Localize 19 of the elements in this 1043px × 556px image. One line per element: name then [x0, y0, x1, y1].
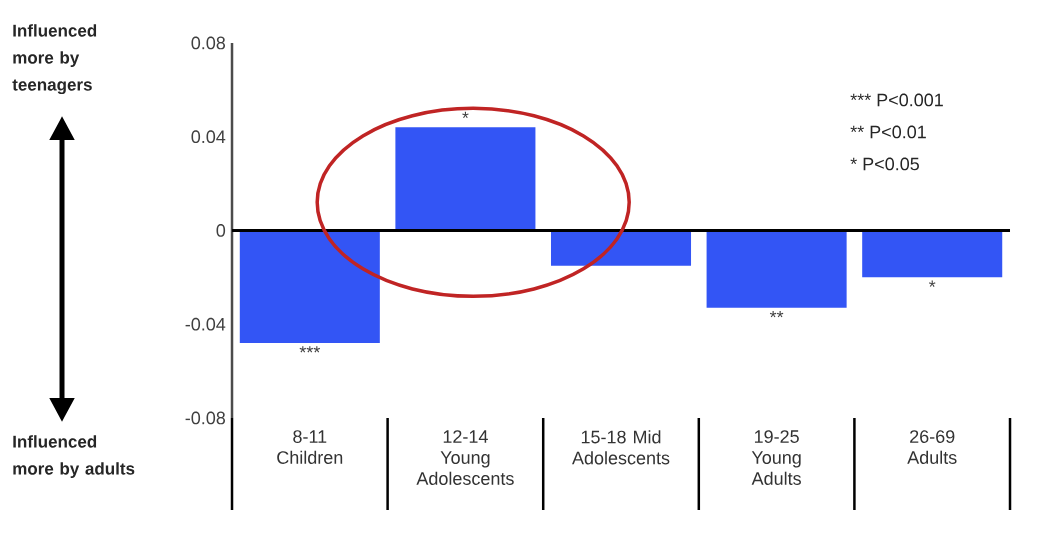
annotation: ** P<0.01 — [850, 125, 926, 139]
text: Influenced more by adults — [13, 435, 135, 479]
x-tick-label: 19-25 Young Adults — [751, 430, 801, 485]
annotation: *** — [299, 346, 321, 353]
y-tick-label: 0.04 — [191, 130, 226, 144]
x-tick-label: 26-69 Adults — [907, 430, 957, 464]
annotation: * — [929, 280, 936, 287]
y-tick-label: -0.04 — [185, 317, 226, 331]
x-tick-label: 8-11 Children — [277, 430, 343, 464]
x-tick-label: 12-14 Young Adolescents — [416, 430, 514, 485]
y-tick-label: -0.08 — [185, 411, 226, 425]
annotation: *** P<0.001 — [850, 93, 943, 107]
annotation: ** — [769, 311, 784, 318]
annotation: * P<0.05 — [850, 157, 919, 171]
text: Influenced more by teenagers — [12, 24, 97, 95]
y-tick-label: 0 — [216, 224, 226, 237]
x-tick-label: 15-18 Mid Adolescents — [572, 430, 670, 465]
annotation: * — [462, 111, 469, 119]
y-tick-label: 0.08 — [191, 36, 226, 50]
